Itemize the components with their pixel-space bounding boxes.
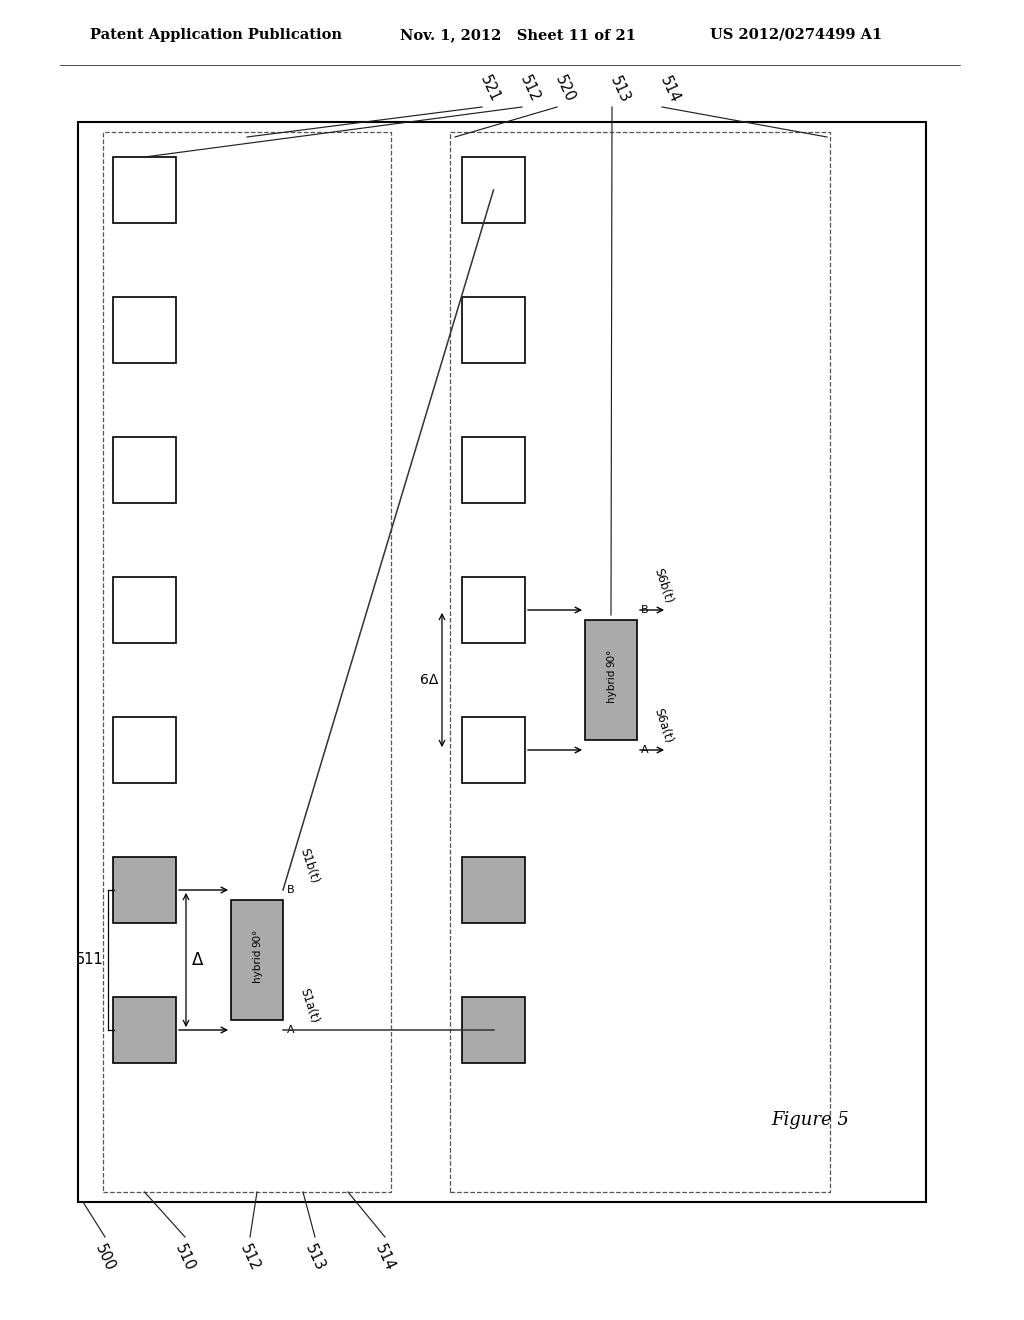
Text: 512: 512 bbox=[517, 74, 543, 106]
Text: B: B bbox=[287, 884, 295, 895]
Text: US 2012/0274499 A1: US 2012/0274499 A1 bbox=[710, 28, 883, 42]
Text: 510: 510 bbox=[172, 1242, 198, 1274]
Text: 521: 521 bbox=[477, 74, 503, 106]
Text: 6Δ: 6Δ bbox=[420, 673, 438, 686]
Text: 512: 512 bbox=[238, 1242, 263, 1274]
Text: 90°: 90° bbox=[606, 649, 616, 667]
Text: hybrid: hybrid bbox=[252, 948, 262, 982]
Text: 511: 511 bbox=[76, 953, 104, 968]
Text: S6a(t): S6a(t) bbox=[651, 706, 675, 744]
Bar bbox=[462, 857, 525, 923]
Text: 500: 500 bbox=[92, 1242, 118, 1274]
Text: 520: 520 bbox=[552, 74, 578, 106]
Text: 514: 514 bbox=[373, 1242, 397, 1274]
Text: S1b(t): S1b(t) bbox=[297, 846, 321, 884]
Bar bbox=[113, 717, 176, 783]
Bar bbox=[113, 997, 176, 1063]
Bar bbox=[113, 857, 176, 923]
Bar bbox=[462, 717, 525, 783]
Text: Nov. 1, 2012   Sheet 11 of 21: Nov. 1, 2012 Sheet 11 of 21 bbox=[400, 28, 636, 42]
Bar bbox=[585, 620, 637, 741]
Text: S1a(t): S1a(t) bbox=[297, 986, 321, 1026]
Text: Δ: Δ bbox=[193, 950, 204, 969]
Bar bbox=[462, 437, 525, 503]
Bar bbox=[462, 577, 525, 643]
Bar bbox=[113, 577, 176, 643]
Bar bbox=[450, 132, 830, 1192]
Bar bbox=[103, 132, 391, 1192]
Bar bbox=[113, 297, 176, 363]
Text: 513: 513 bbox=[302, 1242, 328, 1274]
Text: Patent Application Publication: Patent Application Publication bbox=[90, 28, 342, 42]
Text: hybrid: hybrid bbox=[606, 668, 616, 702]
Text: Figure 5: Figure 5 bbox=[771, 1111, 849, 1129]
Text: B: B bbox=[641, 605, 648, 615]
Bar bbox=[462, 297, 525, 363]
Text: 514: 514 bbox=[657, 74, 683, 106]
Text: A: A bbox=[287, 1026, 295, 1035]
Text: 513: 513 bbox=[607, 74, 633, 106]
Bar bbox=[231, 900, 283, 1020]
Text: 90°: 90° bbox=[252, 929, 262, 948]
Bar bbox=[113, 437, 176, 503]
Bar bbox=[78, 121, 926, 1203]
Bar bbox=[462, 157, 525, 223]
Text: A: A bbox=[641, 744, 648, 755]
Bar bbox=[462, 997, 525, 1063]
Bar bbox=[113, 157, 176, 223]
Text: S6b(t): S6b(t) bbox=[651, 566, 675, 605]
